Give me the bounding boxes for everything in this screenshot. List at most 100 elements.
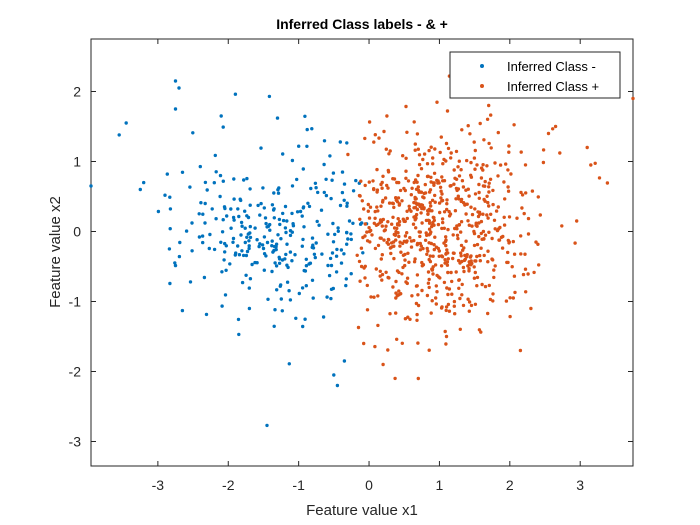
point-class-plus (435, 100, 439, 104)
point-class-plus (414, 226, 418, 230)
point-class-plus (387, 201, 392, 205)
point-class-plus (429, 311, 433, 315)
point-class-minus (238, 197, 242, 201)
point-class-plus (487, 190, 491, 194)
point-class-minus (342, 359, 347, 363)
point-class-minus (309, 186, 313, 191)
point-class-plus (363, 183, 367, 188)
point-class-plus (427, 221, 432, 225)
point-class-plus (461, 248, 465, 252)
point-class-plus (416, 185, 420, 189)
point-class-plus (515, 216, 519, 220)
point-class-plus (365, 308, 370, 312)
point-class-minus (291, 222, 295, 226)
point-class-minus (336, 229, 340, 233)
point-class-minus (256, 203, 260, 208)
point-class-minus (228, 262, 232, 266)
point-class-minus (247, 244, 251, 248)
point-class-plus (454, 270, 458, 274)
point-class-minus (305, 127, 309, 132)
point-class-plus (506, 185, 510, 189)
point-class-plus (466, 187, 470, 191)
point-class-plus (456, 236, 460, 241)
point-class-minus (327, 273, 332, 278)
point-class-minus (168, 195, 172, 199)
point-class-minus (250, 262, 254, 267)
point-class-plus (470, 224, 474, 228)
point-class-plus (512, 252, 517, 256)
point-class-plus (359, 179, 363, 183)
point-class-plus (460, 179, 465, 183)
point-class-minus (283, 226, 288, 230)
point-class-plus (405, 130, 409, 134)
point-class-minus (156, 209, 161, 214)
point-class-minus (272, 191, 276, 195)
point-class-minus (224, 244, 228, 248)
point-class-plus (419, 211, 423, 215)
point-class-plus (440, 217, 445, 221)
point-class-minus (304, 257, 308, 261)
point-class-plus (439, 306, 444, 310)
point-class-minus (180, 170, 185, 174)
point-class-minus (330, 251, 335, 255)
point-class-plus (465, 158, 469, 163)
legend-label-plus: Inferred Class + (507, 79, 599, 94)
y-tick-label: -3 (69, 434, 82, 450)
point-class-minus (326, 263, 330, 268)
point-class-plus (446, 146, 451, 151)
point-class-plus (456, 194, 460, 198)
point-class-plus (440, 255, 445, 259)
point-class-plus (496, 130, 500, 135)
point-class-plus (426, 281, 431, 285)
point-class-plus (379, 236, 383, 240)
y-tick-label: 1 (73, 154, 81, 170)
point-class-plus (463, 257, 467, 261)
point-class-plus (524, 191, 528, 195)
point-class-minus (281, 218, 286, 223)
point-class-plus (413, 257, 417, 261)
point-class-plus (375, 205, 379, 209)
point-class-plus (414, 301, 419, 306)
point-class-plus (487, 185, 491, 189)
x-tick-label: -3 (152, 477, 165, 493)
point-class-plus (492, 218, 497, 222)
point-class-plus (372, 140, 376, 144)
point-class-minus (276, 191, 281, 195)
point-class-minus (322, 162, 326, 167)
point-class-minus (335, 247, 339, 252)
point-class-plus (441, 220, 445, 225)
point-class-minus (345, 230, 349, 235)
point-class-minus (270, 203, 275, 207)
point-class-plus (362, 341, 366, 346)
point-class-minus (274, 264, 279, 268)
point-class-plus (506, 189, 511, 193)
point-class-plus (450, 279, 454, 284)
point-class-minus (287, 362, 291, 366)
point-class-plus (415, 312, 419, 317)
point-class-plus (479, 176, 484, 180)
point-class-minus (360, 221, 364, 225)
point-class-plus (396, 231, 400, 235)
point-class-minus (310, 278, 315, 282)
point-class-minus (349, 237, 353, 242)
point-class-plus (490, 236, 494, 241)
point-class-plus (375, 188, 380, 192)
point-class-plus (428, 254, 432, 258)
point-class-plus (504, 162, 508, 166)
point-class-plus (366, 209, 370, 213)
point-class-plus (444, 342, 448, 346)
point-class-plus (502, 180, 506, 184)
point-class-plus (383, 228, 387, 232)
point-class-plus (434, 284, 438, 288)
point-class-plus (487, 103, 491, 108)
point-class-minus (197, 235, 202, 239)
point-class-plus (366, 202, 370, 207)
point-class-plus (593, 161, 597, 165)
point-class-plus (405, 281, 409, 286)
point-class-minus (117, 133, 121, 137)
point-class-minus (322, 139, 327, 143)
point-class-plus (380, 200, 385, 204)
point-class-plus (546, 131, 551, 136)
point-class-plus (404, 104, 408, 109)
